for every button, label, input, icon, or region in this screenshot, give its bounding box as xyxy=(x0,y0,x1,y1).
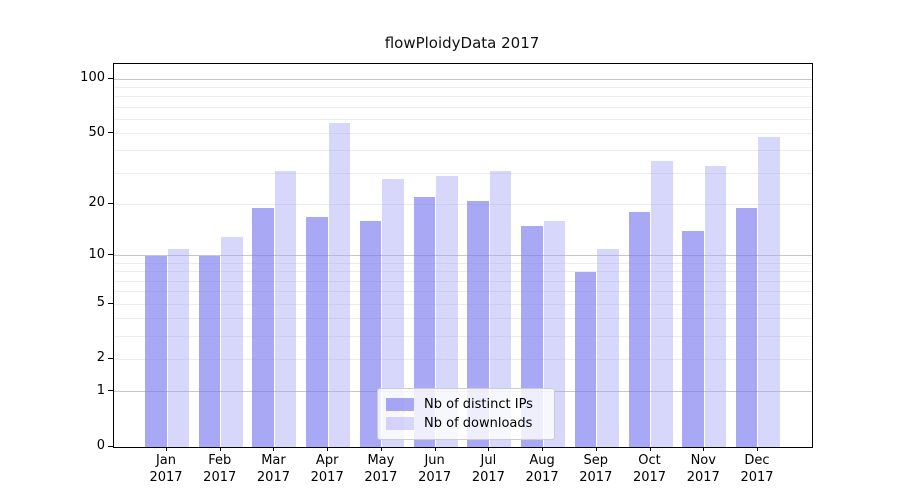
y-tick-mark xyxy=(108,202,113,204)
minor-gridline xyxy=(114,133,812,135)
minor-gridline xyxy=(114,172,812,174)
x-tick-label: Nov 2017 xyxy=(686,453,720,485)
x-tick-label: Sep 2017 xyxy=(579,453,613,485)
y-tick-mark xyxy=(108,132,113,134)
bar-downloads-nov xyxy=(704,165,727,447)
bar-distinct-ips-apr xyxy=(306,216,328,447)
plot-area xyxy=(113,63,813,448)
x-tick-label: Dec 2017 xyxy=(740,453,774,485)
bar-distinct-ips-jul xyxy=(467,200,489,447)
y-tick-label: 5 xyxy=(96,295,105,311)
minor-gridline xyxy=(114,203,812,205)
y-tick-mark xyxy=(108,254,113,256)
minor-gridline xyxy=(114,106,812,108)
x-tick-mark xyxy=(488,447,490,451)
x-tick-mark xyxy=(166,447,167,451)
x-tick-label: Jul 2017 xyxy=(471,453,505,485)
bar-downloads-jul xyxy=(489,170,512,447)
y-tick-mark xyxy=(108,77,113,79)
x-tick-mark xyxy=(380,447,382,451)
bar-downloads-sep xyxy=(597,248,619,447)
bar-distinct-ips-oct xyxy=(628,212,651,447)
minor-gridline xyxy=(114,335,812,337)
chart-title: flowPloidyData 2017 xyxy=(384,34,540,52)
minor-gridline xyxy=(114,150,812,152)
y-tick-mark xyxy=(108,445,113,447)
x-tick-mark xyxy=(703,447,705,451)
x-tick-label: Apr 2017 xyxy=(310,453,344,485)
y-tick-label: 2 xyxy=(96,350,105,366)
bar-distinct-ips-may xyxy=(359,221,382,447)
bar-downloads-may xyxy=(382,178,404,447)
legend-item: Nb of distinct IPs xyxy=(386,398,554,411)
bar-downloads-dec xyxy=(758,136,780,447)
minor-gridline xyxy=(114,280,812,282)
bar-downloads-mar xyxy=(274,170,297,447)
y-tick-label: 50 xyxy=(88,124,105,140)
y-tick-label: 20 xyxy=(88,195,105,211)
x-tick-mark xyxy=(219,447,221,451)
legend-label: Nb of distinct IPs xyxy=(424,397,533,412)
bar-distinct-ips-jan xyxy=(145,255,167,447)
x-tick-label: May 2017 xyxy=(364,453,398,485)
legend-item: Nb of downloads xyxy=(386,417,554,430)
minor-gridline xyxy=(114,96,812,98)
bar-downloads-apr xyxy=(328,123,351,447)
bar-distinct-ips-jun xyxy=(413,197,436,447)
x-tick-label: Jan 2017 xyxy=(149,453,183,485)
y-tick-label: 100 xyxy=(80,70,105,86)
x-tick-label: Feb 2017 xyxy=(203,453,237,485)
major-gridline xyxy=(114,255,812,257)
x-tick-mark xyxy=(542,447,544,451)
y-tick-mark xyxy=(108,390,113,392)
y-tick-label: 1 xyxy=(96,382,105,398)
bar-distinct-ips-sep xyxy=(574,271,597,447)
x-tick-mark xyxy=(434,447,436,451)
x-tick-mark xyxy=(649,447,651,451)
bar-downloads-oct xyxy=(651,161,673,447)
legend-label: Nb of downloads xyxy=(424,416,533,431)
bar-distinct-ips-mar xyxy=(252,208,274,447)
x-tick-mark xyxy=(273,447,275,451)
minor-gridline xyxy=(114,358,812,360)
bar-downloads-jan xyxy=(167,248,189,447)
bar-distinct-ips-feb xyxy=(198,255,221,447)
x-tick-label: Oct 2017 xyxy=(632,453,667,485)
minor-gridline xyxy=(114,262,812,264)
x-tick-mark xyxy=(327,447,329,451)
minor-gridline xyxy=(114,291,812,293)
bar-downloads-feb xyxy=(221,236,243,447)
bar-downloads-jun xyxy=(436,175,458,447)
x-tick-label: Aug 2017 xyxy=(525,453,559,485)
y-tick-label: 0 xyxy=(96,438,105,453)
minor-gridline xyxy=(114,271,812,273)
x-tick-label: Mar 2017 xyxy=(256,453,290,485)
minor-gridline xyxy=(114,318,812,320)
y-tick-mark xyxy=(108,302,113,304)
bar-distinct-ips-dec xyxy=(735,208,758,447)
legend-swatch-downloads xyxy=(386,417,414,430)
x-tick-label: Jun 2017 xyxy=(418,453,452,485)
y-tick-label: 10 xyxy=(88,246,105,262)
legend-swatch-distinct-ips xyxy=(386,398,414,411)
major-gridline xyxy=(114,78,812,80)
bar-distinct-ips-nov xyxy=(682,231,704,447)
y-tick-mark xyxy=(108,357,113,359)
minor-gridline xyxy=(114,86,812,88)
x-tick-mark xyxy=(595,447,597,451)
legend: Nb of distinct IPs Nb of downloads xyxy=(377,388,555,440)
x-tick-mark xyxy=(756,447,758,451)
minor-gridline xyxy=(114,118,812,120)
minor-gridline xyxy=(114,303,812,305)
